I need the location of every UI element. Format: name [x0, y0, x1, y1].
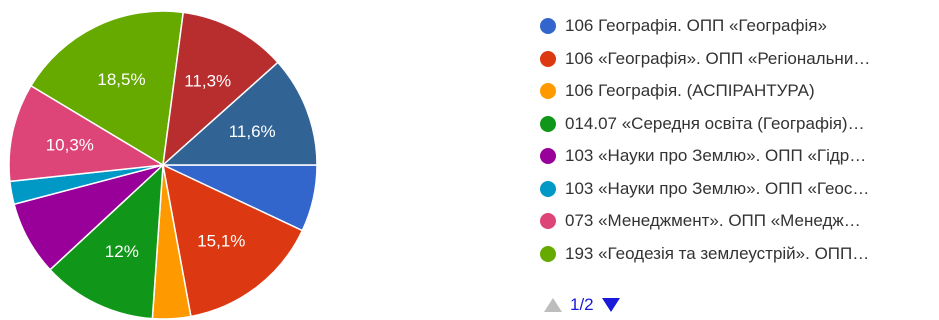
pie-slice[interactable]: [161, 11, 279, 167]
slice-data-label: 11,6%: [229, 122, 276, 141]
page-indicator: 1/2: [570, 295, 594, 314]
legend-marker: [540, 213, 556, 230]
slice-data-label: 12%: [105, 242, 139, 261]
legend-item[interactable]: 014.07 «Середня освіта (Географія)…: [540, 108, 935, 141]
legend-label: 073 «Менеджмент». ОПП «Менедж…: [565, 211, 861, 231]
pie-slice[interactable]: [29, 10, 185, 167]
legend: 106 Географія. ОПП «Географія» 106 «Геог…: [540, 10, 935, 270]
legend-marker: [540, 245, 556, 262]
legend-marker: [540, 180, 556, 197]
page-up-icon[interactable]: [544, 298, 562, 312]
legend-item[interactable]: 073 «Менеджмент». ОПП «Менедж…: [540, 205, 935, 238]
legend-label: 106 «Географія». ОПП «Регіональни…: [565, 48, 871, 68]
legend-item[interactable]: 106 «Географія». ОПП «Регіональни…: [540, 43, 935, 76]
legend-label: 193 «Геодезія та землеустрій». ОПП…: [565, 243, 870, 263]
legend-label: 106 Географія. ОПП «Географія»: [565, 16, 827, 36]
slice-data-label: 18,5%: [97, 70, 145, 89]
pie-slice[interactable]: [49, 163, 164, 320]
legend-label: 103 «Науки про Землю». ОПП «Геос…: [565, 178, 870, 198]
legend-item[interactable]: 103 «Науки про Землю». ОПП «Гідр…: [540, 140, 935, 173]
page-down-icon[interactable]: [601, 298, 620, 312]
pie-slice[interactable]: [8, 84, 166, 183]
legend-label: 103 «Науки про Землю». ОПП «Гідр…: [565, 146, 867, 166]
legend-pager: 1/2: [544, 295, 620, 315]
slice-data-label: 10,3%: [46, 136, 94, 155]
legend-label: 106 Географія. (АСПІРАНТУРА): [565, 81, 815, 101]
pie-chart: 15,1% 12% 10,3% 18,5% 11,3% 11,6%: [8, 10, 318, 320]
slice-data-label: 15,1%: [197, 232, 245, 251]
legend-item[interactable]: 193 «Геодезія та землеустрій». ОПП…: [540, 238, 935, 271]
legend-marker: [540, 115, 556, 132]
legend-label: 014.07 «Середня освіта (Географія)…: [565, 113, 865, 133]
legend-marker: [540, 148, 556, 165]
legend-item[interactable]: 103 «Науки про Землю». ОПП «Геос…: [540, 173, 935, 206]
legend-item[interactable]: 106 Географія. (АСПІРАНТУРА): [540, 75, 935, 108]
legend-marker: [540, 18, 556, 35]
pie-slice[interactable]: [161, 163, 304, 318]
slice-data-label: 11,3%: [184, 72, 231, 91]
legend-item[interactable]: 106 Географія. ОПП «Географія»: [540, 10, 935, 43]
legend-marker: [540, 83, 556, 100]
legend-marker: [540, 50, 556, 67]
pie-slice[interactable]: [161, 61, 318, 166]
